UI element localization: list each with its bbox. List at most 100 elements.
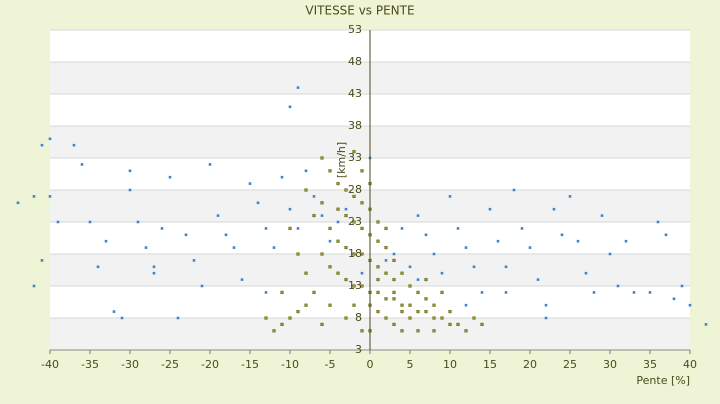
point	[312, 214, 316, 218]
x-tick-label: 15	[483, 358, 497, 371]
point	[352, 220, 356, 224]
point	[48, 137, 52, 141]
point	[296, 86, 300, 89]
point	[408, 316, 412, 320]
point	[168, 175, 172, 179]
chart-title: VITESSE vs PENTE	[305, 4, 414, 18]
point	[160, 227, 164, 230]
point	[400, 303, 404, 307]
point	[392, 297, 396, 301]
point	[216, 214, 220, 217]
point	[256, 201, 260, 205]
point	[656, 220, 660, 224]
point	[376, 278, 380, 282]
point	[176, 316, 180, 320]
point	[456, 227, 460, 230]
point	[152, 271, 156, 275]
point	[320, 252, 324, 256]
point	[344, 316, 348, 320]
point	[288, 316, 292, 320]
point	[432, 252, 436, 256]
point	[336, 182, 340, 186]
point	[664, 233, 668, 237]
point	[448, 322, 452, 326]
point	[464, 246, 468, 249]
point	[480, 291, 484, 294]
point	[344, 207, 348, 211]
y-tick-label: 3	[355, 343, 362, 356]
point	[344, 214, 348, 218]
point	[480, 322, 484, 326]
point	[280, 322, 284, 326]
x-tick-label: 10	[443, 358, 457, 371]
point	[432, 303, 436, 307]
point	[384, 316, 388, 320]
point	[416, 214, 420, 217]
point	[600, 214, 604, 217]
point	[152, 265, 156, 269]
x-tick-label: -25	[161, 358, 179, 371]
point	[464, 303, 468, 307]
point	[48, 195, 52, 198]
x-tick-label: 20	[523, 358, 537, 371]
point	[400, 310, 404, 314]
point	[272, 246, 276, 249]
point	[560, 233, 564, 237]
point	[424, 278, 428, 282]
point	[240, 278, 244, 281]
point	[432, 329, 436, 333]
point	[392, 252, 396, 256]
point	[192, 259, 196, 262]
point	[624, 239, 628, 243]
point	[440, 290, 444, 294]
point	[304, 271, 308, 275]
point	[360, 329, 364, 333]
point	[80, 163, 84, 166]
point	[336, 271, 340, 275]
point	[40, 259, 44, 262]
point	[648, 291, 652, 294]
point	[544, 303, 548, 307]
x-tick-label: -40	[41, 358, 59, 371]
x-tick-label: 25	[563, 358, 577, 371]
point	[320, 214, 324, 217]
point	[136, 220, 140, 224]
point	[672, 297, 676, 301]
point	[320, 201, 324, 205]
point	[520, 227, 524, 230]
point	[680, 284, 684, 288]
point	[352, 194, 356, 198]
point	[184, 233, 188, 237]
point	[424, 310, 428, 314]
x-tick-label: 5	[407, 358, 414, 371]
point	[464, 329, 468, 333]
y-tick-label: 33	[348, 151, 362, 164]
point	[536, 278, 540, 281]
y-tick-label: 23	[348, 215, 362, 228]
point	[408, 265, 412, 269]
point	[336, 220, 340, 224]
point	[320, 156, 324, 160]
point	[296, 227, 300, 230]
point	[440, 316, 444, 320]
point	[400, 271, 404, 275]
point	[328, 265, 332, 269]
point	[320, 322, 324, 326]
point	[352, 284, 356, 288]
point	[392, 278, 396, 282]
point	[504, 291, 508, 294]
point	[352, 150, 356, 154]
x-tick-label: 0	[367, 358, 374, 371]
point	[264, 291, 268, 294]
point	[304, 188, 308, 192]
point	[104, 239, 108, 243]
point	[416, 278, 420, 281]
x-tick-label: 35	[643, 358, 657, 371]
point	[288, 226, 292, 230]
point	[288, 207, 292, 211]
y-tick-label: 13	[348, 279, 362, 292]
point	[608, 252, 612, 256]
point	[360, 284, 364, 288]
point	[352, 252, 356, 256]
x-axis-label: Pente [%]	[636, 374, 690, 387]
